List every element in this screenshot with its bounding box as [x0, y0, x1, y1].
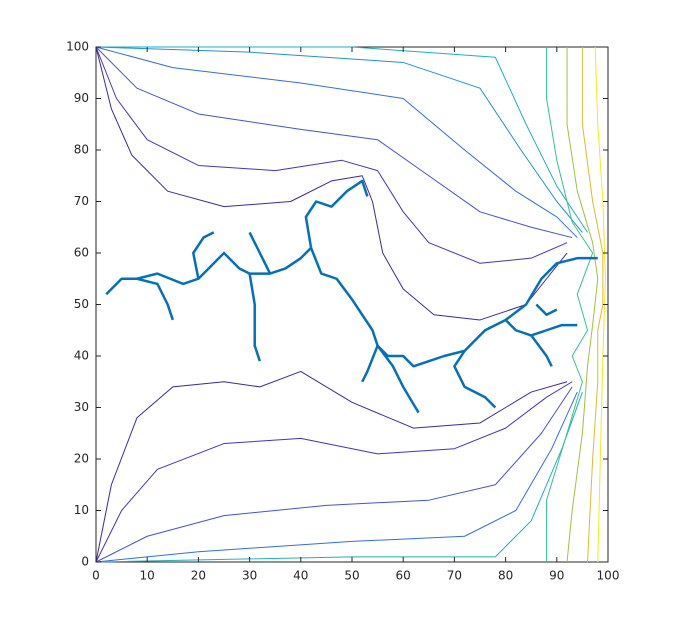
axes-box: [95, 46, 609, 563]
contour-line: [95, 46, 578, 238]
y-tick-label: 80: [74, 143, 89, 157]
tree-branch: [309, 247, 578, 368]
x-tick-label: 20: [191, 569, 206, 583]
y-tick-label: 20: [74, 452, 89, 466]
contour-line: [95, 46, 568, 321]
y-tick-label: 0: [81, 555, 89, 569]
x-tick-label: 90: [549, 569, 564, 583]
tree-branch: [248, 231, 272, 275]
x-tick-label: 70: [447, 569, 462, 583]
tree-branch: [504, 256, 598, 321]
contour-line: [95, 370, 568, 563]
contour-line: [581, 47, 604, 563]
y-tick-label: 90: [74, 91, 89, 105]
tree-branch: [192, 231, 215, 279]
contour-line: [566, 47, 599, 563]
y-tick-label: 10: [74, 503, 89, 517]
x-tick-label: 100: [597, 569, 620, 583]
y-tick-label: 100: [66, 40, 89, 54]
contour-line: [594, 46, 606, 563]
tree-branch: [304, 179, 369, 249]
y-tick-label: 70: [74, 194, 89, 208]
plot-area: [95, 46, 606, 563]
tree-branch: [248, 273, 262, 362]
x-tick-label: 50: [344, 569, 359, 583]
contour-line: [95, 46, 573, 239]
tree-branch: [530, 334, 553, 367]
x-tick-label: 0: [92, 569, 100, 583]
contour-line: [95, 391, 578, 563]
contour-line: [96, 46, 588, 233]
tree-branch: [136, 246, 312, 286]
tree-branch: [361, 345, 379, 383]
tree-branch: [535, 303, 558, 317]
x-tick-label: 30: [242, 569, 257, 583]
x-tick-label: 80: [498, 569, 513, 583]
contour-line: [95, 386, 573, 563]
tree-branch: [105, 277, 174, 321]
y-tick-label: 40: [74, 349, 89, 363]
x-tick-label: 40: [293, 569, 308, 583]
tree-branch: [453, 350, 497, 409]
y-tick-label: 30: [74, 400, 89, 414]
y-tick-label: 50: [74, 297, 89, 311]
contour-line: [95, 46, 568, 264]
y-tick-label: 60: [74, 246, 89, 260]
contour-line: [95, 46, 583, 233]
x-tick-label: 60: [396, 569, 411, 583]
contour-line: [95, 381, 573, 563]
tree-branch: [376, 344, 420, 414]
contour-line: [546, 47, 594, 562]
x-tick-label: 10: [140, 569, 155, 583]
